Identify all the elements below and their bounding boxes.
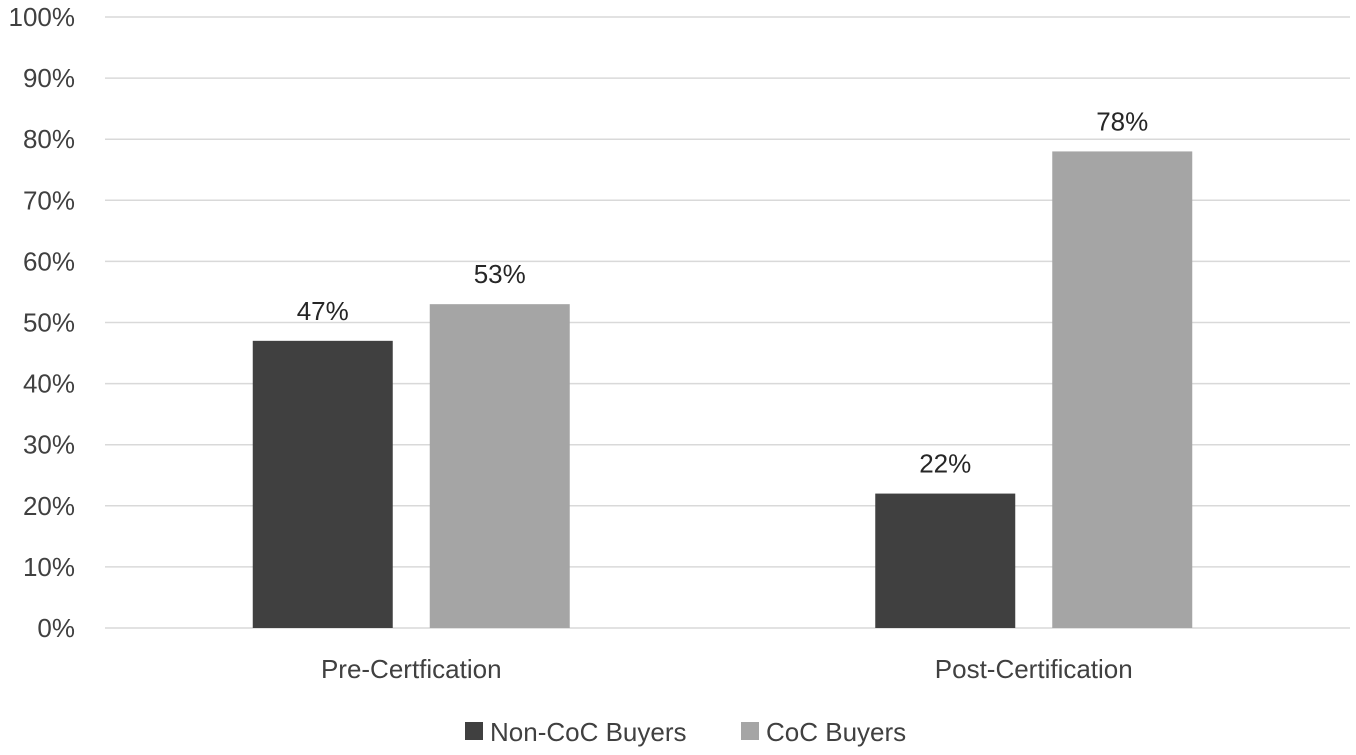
y-tick-label: 40% — [23, 369, 75, 399]
y-tick-label: 100% — [9, 2, 76, 32]
data-labels: 47% 53% 22% 78% — [297, 106, 1149, 478]
y-tick-label: 50% — [23, 308, 75, 338]
bar-non-coc-buyers-0 — [252, 340, 393, 628]
bars — [252, 151, 1193, 629]
x-category-label: Pre-Certfication — [321, 654, 502, 684]
legend-swatch — [465, 722, 483, 740]
y-tick-label: 0% — [37, 613, 75, 643]
bar-non-coc-buyers-1 — [875, 493, 1016, 628]
y-tick-label: 10% — [23, 552, 75, 582]
data-label: 53% — [474, 259, 526, 289]
bar-coc-buyers-1 — [1052, 151, 1193, 629]
legend-label: CoC Buyers — [766, 717, 906, 747]
y-tick-label: 60% — [23, 246, 75, 276]
y-tick-label: 80% — [23, 124, 75, 154]
legend-swatch — [741, 722, 759, 740]
legend-label: Non-CoC Buyers — [490, 717, 687, 747]
legend: Non-CoC Buyers CoC Buyers — [465, 717, 906, 747]
x-category-label: Post-Certification — [935, 654, 1133, 684]
data-label: 22% — [919, 449, 971, 479]
y-tick-label: 90% — [23, 63, 75, 93]
y-tick-label: 70% — [23, 185, 75, 215]
data-label: 47% — [297, 296, 349, 326]
bar-coc-buyers-0 — [429, 304, 570, 628]
data-label: 78% — [1096, 106, 1148, 136]
y-axis-ticks: 0% 10% 20% 30% 40% 50% 60% 70% 80% 90% 100% — [9, 2, 76, 643]
y-tick-label: 20% — [23, 491, 75, 521]
y-tick-label: 30% — [23, 430, 75, 460]
x-axis-categories: Pre-Certfication Post-Certification — [321, 654, 1133, 684]
